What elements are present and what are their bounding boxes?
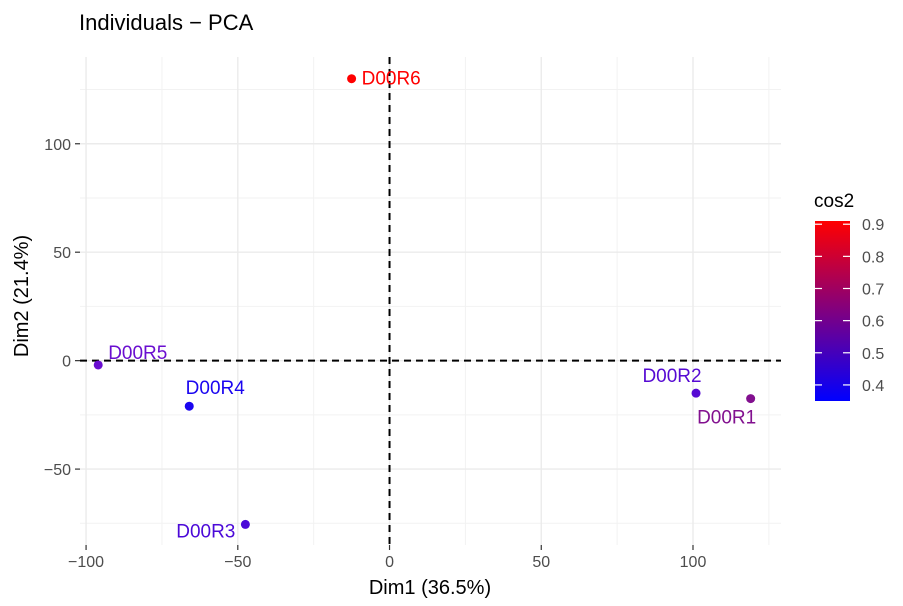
chart-title: Individuals − PCA [79,10,254,35]
y-tick-label: −50 [44,462,71,479]
legend-tick-label: 0.7 [862,282,884,299]
data-point [347,74,357,84]
legend-tick-label: 0.5 [862,346,884,363]
point-label: D00R6 [362,69,421,90]
data-point [746,394,756,404]
point-label: D00R1 [697,408,756,429]
legend-tick-label: 0.4 [862,378,884,395]
data-point [240,519,250,529]
point-label: D00R2 [642,366,701,387]
legend-tick-label: 0.6 [862,314,884,331]
y-tick-label: 0 [62,354,71,371]
y-tick-label: 100 [44,137,71,154]
legend-tick-label: 0.9 [862,217,884,234]
x-tick-label: 0 [385,554,394,571]
data-point [691,388,701,398]
x-axis-title: Dim1 (36.5%) [369,577,491,599]
point-label: D00R3 [176,521,235,542]
data-point [93,360,103,370]
point-label: D00R5 [108,343,167,364]
data-point [184,401,194,411]
x-tick-label: −50 [224,554,251,571]
legend-tick-label: 0.8 [862,249,884,266]
y-tick-label: 50 [53,245,71,262]
point-label: D00R4 [186,378,246,399]
plot-panel: −100 −50 0 50 100 −50 0 50 100 D00R6 D00R5 D00R4 D00… [44,57,781,571]
legend-title: cos2 [814,191,854,212]
x-tick-label: 50 [532,554,550,571]
cos2-legend: cos2 0.4 0.5 0.6 0.7 0.8 0.9 [814,191,884,401]
legend-colorbar [815,221,850,401]
x-tick-label: 100 [680,554,707,571]
x-tick-label: −100 [68,554,104,571]
y-axis-title: Dim2 (21.4%) [11,235,33,357]
